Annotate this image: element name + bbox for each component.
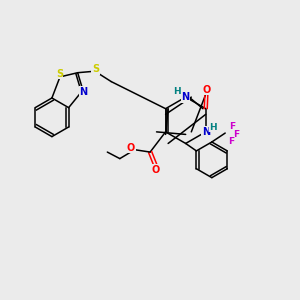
Text: F: F [228, 137, 234, 146]
Text: O: O [202, 85, 211, 95]
Text: N: N [80, 87, 88, 97]
Text: S: S [56, 69, 63, 79]
Text: O: O [127, 143, 135, 153]
Text: F: F [230, 122, 236, 131]
Text: H: H [209, 123, 217, 132]
Text: N: N [182, 92, 190, 102]
Text: O: O [152, 165, 160, 175]
Text: H: H [173, 87, 181, 96]
Text: F: F [233, 130, 240, 139]
Text: N: N [202, 127, 210, 137]
Text: S: S [92, 64, 99, 74]
